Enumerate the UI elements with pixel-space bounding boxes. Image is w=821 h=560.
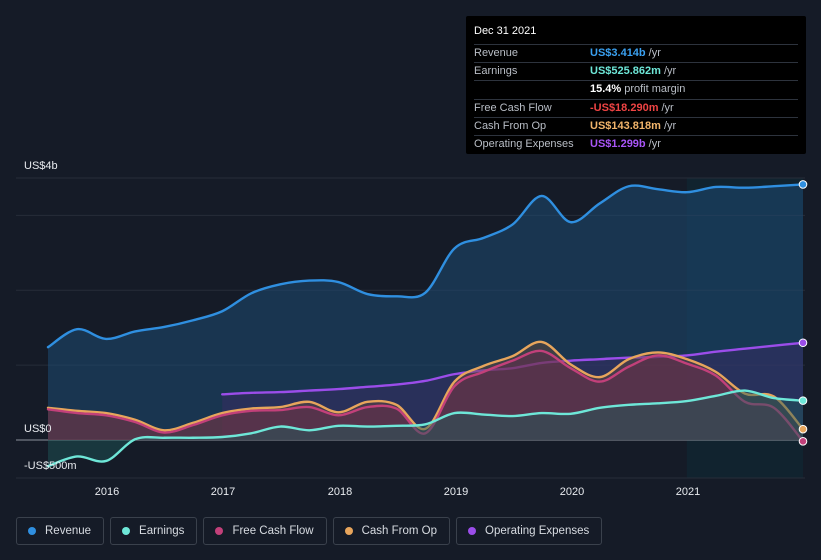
tooltip-row-profit-margin: 15.4% profit margin bbox=[474, 81, 798, 100]
legend-dot-icon bbox=[28, 527, 36, 535]
tooltip-value: US$143.818m bbox=[590, 119, 661, 132]
y-tick-label-bottom: -US$500m bbox=[24, 460, 77, 472]
earnings-area bbox=[48, 390, 803, 467]
y-tick-label-top: US$4b bbox=[24, 160, 58, 172]
legend-item-revenue[interactable]: Revenue bbox=[16, 517, 105, 545]
legend-label: Revenue bbox=[45, 525, 92, 537]
legend-dot-icon bbox=[468, 527, 477, 535]
legend-item-cash-from-op[interactable]: Cash From Op bbox=[332, 517, 451, 545]
cash-from-op-line bbox=[46, 340, 805, 432]
legend-label: Earnings bbox=[139, 525, 185, 537]
legend-label: Operating Expenses bbox=[485, 525, 590, 537]
tooltip-unit: /yr bbox=[661, 101, 674, 114]
tooltip-label: Free Cash Flow bbox=[474, 101, 552, 114]
tooltip-row-earnings: Earnings US$525.862m /yr bbox=[474, 63, 798, 82]
operating-expenses-line bbox=[221, 341, 805, 396]
operating-expenses-endpoint bbox=[798, 338, 808, 348]
tooltip-unit: /yr bbox=[648, 137, 661, 150]
legend-item-free-cash-flow[interactable]: Free Cash Flow bbox=[203, 517, 327, 545]
tooltip-label: Revenue bbox=[474, 47, 519, 59]
tooltip-unit: /yr bbox=[663, 119, 677, 132]
legend: Revenue Earnings Free Cash Flow Cash Fro… bbox=[16, 517, 603, 545]
legend-item-earnings[interactable]: Earnings bbox=[110, 517, 198, 545]
x-tick-label-2020: 2020 bbox=[559, 486, 585, 498]
legend-dot-icon bbox=[122, 527, 131, 535]
legend-dot-icon bbox=[215, 527, 224, 535]
free-cash-flow-line bbox=[46, 349, 805, 443]
tooltip-unit: profit margin bbox=[624, 83, 686, 96]
tooltip-value: US$525.862m bbox=[590, 65, 661, 78]
y-tick-label-zero: US$0 bbox=[24, 423, 52, 435]
x-tick-label-2017: 2017 bbox=[210, 486, 236, 498]
free-cash-flow-area bbox=[48, 350, 803, 442]
tooltip-label bbox=[474, 81, 590, 98]
x-tick-label-2016: 2016 bbox=[94, 486, 120, 498]
x-tick-label-2019: 2019 bbox=[443, 486, 469, 498]
tooltip-date: Dec 31 2021 bbox=[474, 24, 798, 45]
x-tick-label-2021: 2021 bbox=[675, 486, 701, 498]
tooltip-label: Operating Expenses bbox=[474, 137, 574, 150]
tooltip-row-cash-from-op: Cash From Op US$143.818m /yr bbox=[474, 118, 798, 136]
tooltip-unit: /yr bbox=[648, 47, 661, 59]
free-cash-flow-endpoint bbox=[798, 437, 808, 446]
tooltip-row-operating-expenses: Operating Expenses US$1.299b /yr bbox=[474, 136, 798, 153]
tooltip-row-revenue: Revenue US$3.414b /yr bbox=[474, 45, 798, 64]
tooltip-label: Earnings bbox=[474, 65, 518, 78]
tooltip-value: -US$18.290m bbox=[590, 101, 659, 114]
revenue-line bbox=[46, 183, 805, 349]
revenue-endpoint bbox=[798, 180, 808, 189]
x-tick-label-2018: 2018 bbox=[327, 486, 353, 498]
legend-item-operating-expenses[interactable]: Operating Expenses bbox=[456, 517, 603, 545]
data-tooltip: Dec 31 2021 Revenue US$3.414b /yr Earnin… bbox=[466, 16, 806, 154]
tooltip-value: US$1.299b bbox=[590, 137, 646, 150]
tooltip-label: Cash From Op bbox=[474, 119, 547, 132]
tooltip-value: 15.4% bbox=[590, 83, 622, 96]
tooltip-row-free-cash-flow: Free Cash Flow -US$18.290m /yr bbox=[474, 100, 798, 118]
cash-from-op-area bbox=[48, 341, 803, 440]
operating-expenses-area bbox=[222, 342, 803, 440]
tooltip-unit: /yr bbox=[663, 65, 677, 78]
legend-dot-icon bbox=[344, 527, 353, 535]
legend-label: Cash From Op bbox=[361, 525, 438, 537]
legend-label: Free Cash Flow bbox=[232, 525, 314, 537]
cash-from-op-endpoint bbox=[798, 424, 808, 434]
earnings-line bbox=[46, 389, 805, 468]
tooltip-value: US$3.414b bbox=[590, 47, 646, 59]
earnings-endpoint bbox=[798, 396, 808, 405]
